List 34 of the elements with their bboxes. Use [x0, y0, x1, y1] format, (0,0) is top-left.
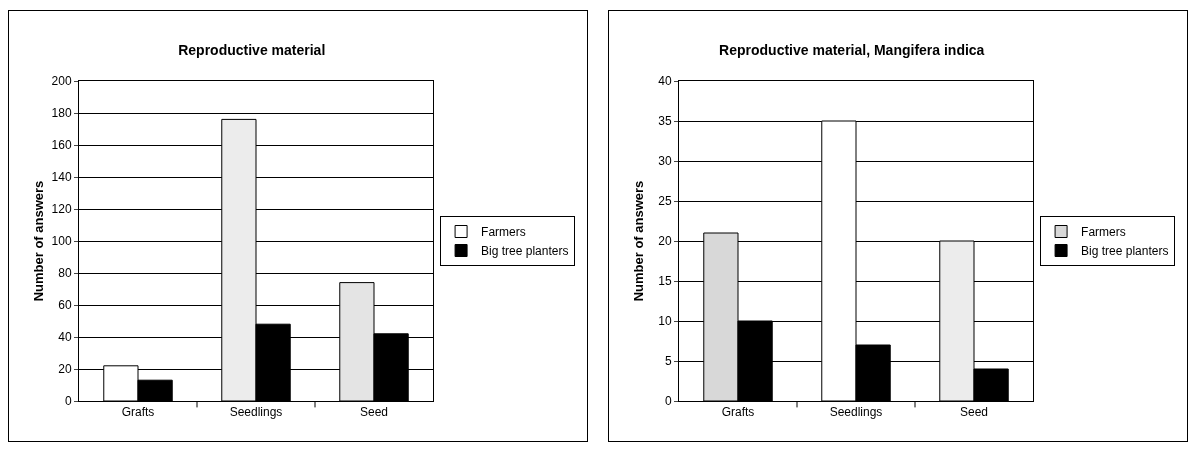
y-axis-title: Number of answers — [31, 180, 46, 302]
y-tick-label: 160 — [51, 138, 72, 153]
y-tick-label: 40 — [58, 330, 72, 345]
legend-label: Farmers — [1081, 225, 1126, 240]
y-tick-label: 25 — [658, 194, 672, 209]
y-tick-label: 10 — [658, 314, 672, 329]
y-tick-label: 180 — [51, 106, 72, 121]
y-tick-label: 20 — [58, 362, 72, 377]
legend-label: Big tree planters — [1081, 244, 1169, 259]
legend-label: Big tree planters — [481, 244, 569, 259]
x-tick-label: Seed — [959, 405, 989, 420]
y-tick-label: 40 — [658, 74, 672, 89]
x-tick-label: Seedlings — [829, 405, 883, 420]
y-tick-label: 140 — [51, 170, 72, 185]
legend-label: Farmers — [481, 225, 526, 240]
chart-title: Reproductive material — [178, 42, 326, 59]
y-tick-label: 35 — [658, 114, 672, 129]
x-tick-label: Grafts — [721, 405, 755, 420]
chart-title: Reproductive material, Mangifera indica — [719, 42, 985, 59]
y-tick-label: 5 — [664, 354, 672, 369]
y-tick-label: 0 — [64, 394, 72, 409]
y-axis-title: Number of answers — [631, 180, 646, 302]
y-tick-label: 15 — [658, 274, 672, 289]
y-tick-label: 200 — [51, 74, 72, 89]
y-tick-label: 80 — [58, 266, 72, 281]
y-tick-label: 20 — [658, 234, 672, 249]
y-tick-label: 0 — [664, 394, 672, 409]
x-tick-label: Seedlings — [229, 405, 283, 420]
y-tick-label: 30 — [658, 154, 672, 169]
y-tick-label: 60 — [58, 298, 72, 313]
x-tick-label: Seed — [359, 405, 389, 420]
y-tick-label: 100 — [51, 234, 72, 249]
y-tick-label: 120 — [51, 202, 72, 217]
x-tick-label: Grafts — [121, 405, 155, 420]
